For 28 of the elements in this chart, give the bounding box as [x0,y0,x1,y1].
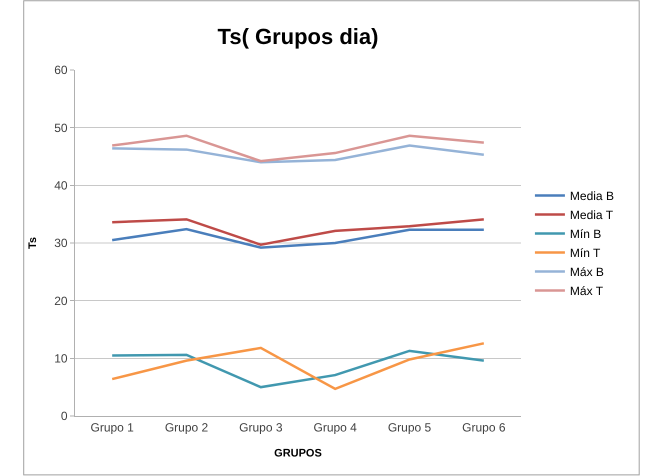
legend-label: Media T [570,208,614,222]
x-tick-label: Grupo 6 [462,420,506,434]
chart-title: Ts( Grupos dia) [218,24,378,49]
legend-label: Máx B [570,265,604,280]
y-axis-title: Ts [26,236,39,250]
line-series [110,228,486,249]
y-tick-label: 0 [60,409,68,424]
x-tick-label: Grupo 2 [164,420,209,434]
y-tick-label: 20 [54,294,68,308]
line-series [110,134,486,162]
line-series [110,218,486,246]
x-tick-label: Grupo 3 [239,420,283,434]
line-series [110,144,486,164]
legend-label: Mín T [570,246,602,260]
x-tick-label: Grupo 1 [90,420,134,434]
y-tick-label: 50 [54,120,68,135]
x-tick-label: Grupo 4 [313,420,358,434]
line-series [110,342,486,390]
y-tick-label: 30 [54,236,68,250]
y-tick-label: 40 [54,178,68,193]
legend-label: Media B [570,189,614,204]
x-axis-title: GRUPOS [274,448,322,460]
legend-label: Mín B [570,227,602,242]
line-series [110,350,486,388]
x-tick-label: Grupo 5 [388,420,432,434]
legend-label: Máx T [570,284,604,298]
y-tick-label: 10 [54,352,68,366]
y-tick-label: 60 [54,63,68,78]
